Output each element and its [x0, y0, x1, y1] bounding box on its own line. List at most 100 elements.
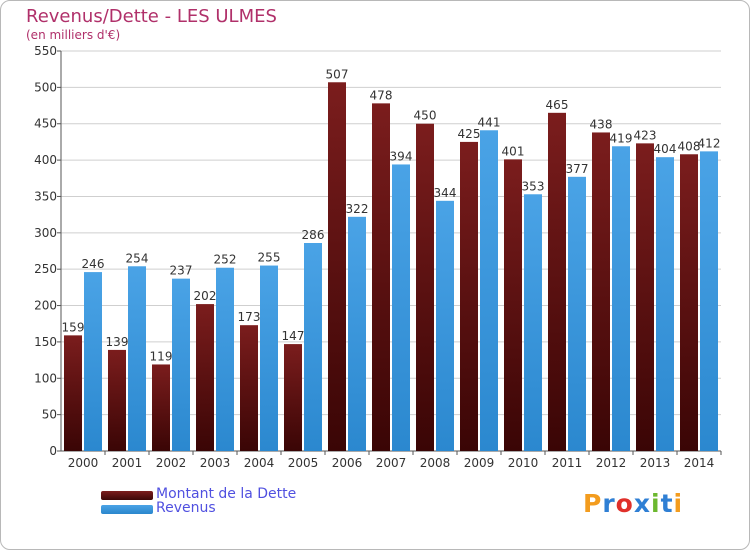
chart-title: Revenus/Dette - LES ULMES — [26, 6, 277, 27]
data-label-revenus: 344 — [434, 186, 457, 200]
data-label-revenus: 404 — [654, 142, 677, 156]
x-tick-label: 2012 — [596, 456, 627, 470]
bar-revenus — [656, 157, 674, 451]
logo-letter: i — [673, 489, 684, 518]
y-tick-label: 0 — [49, 444, 57, 458]
data-label-dette: 438 — [590, 117, 613, 131]
bar-revenus — [436, 200, 454, 451]
data-label-dette: 401 — [502, 144, 525, 158]
legend-swatch-revenus — [101, 505, 153, 514]
bar-dette — [680, 154, 698, 452]
data-label-revenus: 412 — [698, 136, 721, 150]
legend-swatch-dette — [101, 491, 153, 500]
legend: Montant de la Dette Revenus — [101, 486, 421, 519]
data-label-revenus: 322 — [346, 202, 369, 216]
x-tick-label: 2007 — [376, 456, 407, 470]
bar-revenus — [392, 164, 410, 452]
x-tick-label: 2003 — [200, 456, 231, 470]
legend-label-revenus: Revenus — [156, 500, 216, 516]
data-label-revenus: 252 — [214, 253, 237, 267]
data-label-dette: 425 — [458, 127, 481, 141]
data-label-revenus: 441 — [478, 115, 501, 129]
bar-dette — [592, 132, 610, 452]
bar-revenus — [700, 151, 718, 451]
y-tick-label: 50 — [42, 408, 57, 422]
bar-dette — [460, 141, 478, 451]
bar-revenus — [172, 278, 190, 451]
data-label-dette: 423 — [634, 128, 657, 142]
logo-letter: r — [602, 489, 616, 518]
legend-item-dette: Montant de la Dette — [101, 486, 421, 503]
data-label-dette: 202 — [194, 289, 217, 303]
data-label-revenus: 419 — [610, 131, 633, 145]
logo-letter: o — [615, 489, 634, 518]
logo-letter: P — [583, 489, 603, 518]
bar-dette — [548, 112, 566, 452]
bar-revenus — [348, 216, 366, 451]
bar-dette — [64, 335, 82, 451]
data-label-dette: 408 — [678, 139, 701, 153]
bar-revenus — [128, 266, 146, 451]
bar-dette — [240, 325, 258, 451]
y-tick-label: 300 — [34, 226, 57, 240]
x-tick-label: 2009 — [464, 456, 495, 470]
data-label-dette: 465 — [546, 98, 569, 112]
bar-revenus — [304, 243, 322, 451]
y-tick-label: 150 — [34, 335, 57, 349]
data-label-dette: 173 — [238, 310, 261, 324]
data-label-dette: 139 — [106, 335, 129, 349]
bar-dette — [108, 349, 126, 451]
data-label-dette: 507 — [326, 67, 349, 81]
data-label-revenus: 237 — [170, 264, 193, 278]
data-label-dette: 147 — [282, 329, 305, 343]
x-tick-label: 2004 — [244, 456, 275, 470]
bar-revenus — [480, 130, 498, 452]
data-label-revenus: 353 — [522, 179, 545, 193]
data-label-dette: 450 — [414, 109, 437, 123]
bar-revenus — [524, 194, 542, 452]
x-tick-label: 2008 — [420, 456, 451, 470]
data-label-revenus: 377 — [566, 162, 589, 176]
x-tick-label: 2014 — [684, 456, 715, 470]
legend-item-revenus: Revenus — [101, 500, 421, 517]
x-tick-label: 2013 — [640, 456, 671, 470]
x-tick-label: 2011 — [552, 456, 583, 470]
x-tick-label: 2002 — [156, 456, 187, 470]
data-label-revenus: 246 — [82, 257, 105, 271]
bar-dette — [152, 364, 170, 451]
bar-dette — [196, 304, 214, 451]
bar-dette — [284, 344, 302, 451]
data-label-revenus: 394 — [390, 149, 413, 163]
bar-dette — [636, 143, 654, 451]
logo-letter: t — [660, 489, 674, 518]
y-tick-label: 500 — [34, 80, 57, 94]
bar-revenus — [568, 176, 586, 451]
logo-letter: i — [651, 489, 661, 518]
data-label-revenus: 254 — [126, 251, 149, 265]
data-label-dette: 159 — [62, 320, 85, 334]
y-tick-label: 350 — [34, 189, 57, 203]
y-tick-label: 200 — [34, 299, 57, 313]
x-tick-label: 2001 — [112, 456, 143, 470]
y-tick-label: 400 — [34, 153, 57, 167]
bar-dette — [504, 159, 522, 451]
y-tick-label: 550 — [34, 44, 57, 58]
y-tick-label: 450 — [34, 117, 57, 131]
bar-dette — [416, 123, 434, 452]
bar-revenus — [84, 272, 102, 451]
data-label-revenus: 286 — [302, 228, 325, 242]
data-label-dette: 478 — [370, 88, 393, 102]
bar-revenus — [260, 265, 278, 451]
bar-dette — [328, 82, 346, 451]
x-tick-label: 2010 — [508, 456, 539, 470]
x-tick-label: 2000 — [68, 456, 99, 470]
y-tick-label: 100 — [34, 371, 57, 385]
bar-revenus — [612, 146, 630, 452]
legend-label-dette: Montant de la Dette — [156, 486, 297, 502]
data-label-revenus: 255 — [258, 251, 281, 265]
data-label-dette: 119 — [150, 349, 173, 363]
x-tick-label: 2006 — [332, 456, 363, 470]
logo-letter: x — [633, 489, 651, 518]
